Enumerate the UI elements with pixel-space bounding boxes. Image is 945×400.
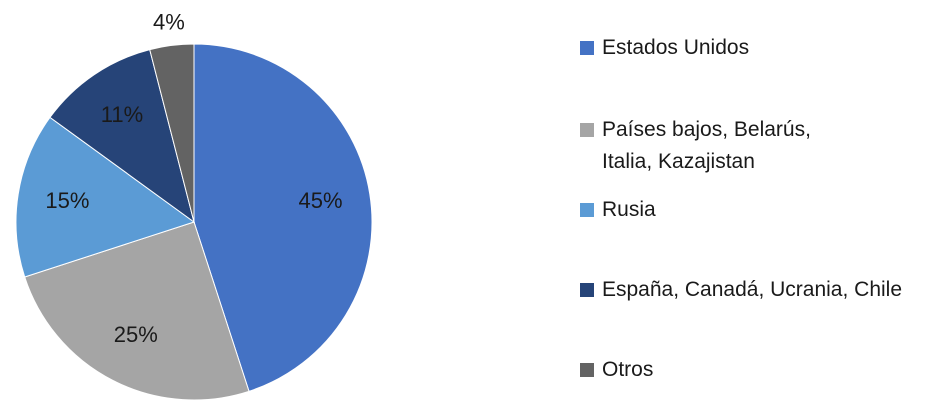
legend-item: Estados Unidos [580,32,942,64]
legend-label: Países bajos, Belarús, Italia, Kazajista… [602,118,811,173]
legend-swatch [580,283,594,297]
data-label: 15% [45,188,89,213]
data-label: 45% [299,188,343,213]
legend-item: España, Canadá, Ucrania, Chile [580,274,945,306]
legend-swatch [580,41,594,55]
data-label: 25% [114,322,158,347]
legend-label: España, Canadá, Ucrania, Chile [602,278,903,301]
pie-slice [15,116,196,278]
pie-slice [149,43,195,223]
data-label: 4% [153,9,185,34]
data-label: 11% [101,102,143,127]
legend-item: Otros [580,354,942,386]
legend-label: Rusia [602,198,656,221]
legend-item: Países bajos, Belarús, Italia, Kazajista… [580,114,842,178]
pie: 45% 25% 15% 11% 4% [15,9,373,400]
legend-label: Otros [602,358,654,381]
legend-label: Estados Unidos [602,36,750,59]
pie-slice [193,43,373,392]
legend-swatch [580,123,594,137]
pie-slice [24,221,250,400]
legend-item: Rusia [580,194,942,226]
pie-slice [49,48,195,224]
legend-swatch [580,203,594,217]
legend-swatch [580,363,594,377]
